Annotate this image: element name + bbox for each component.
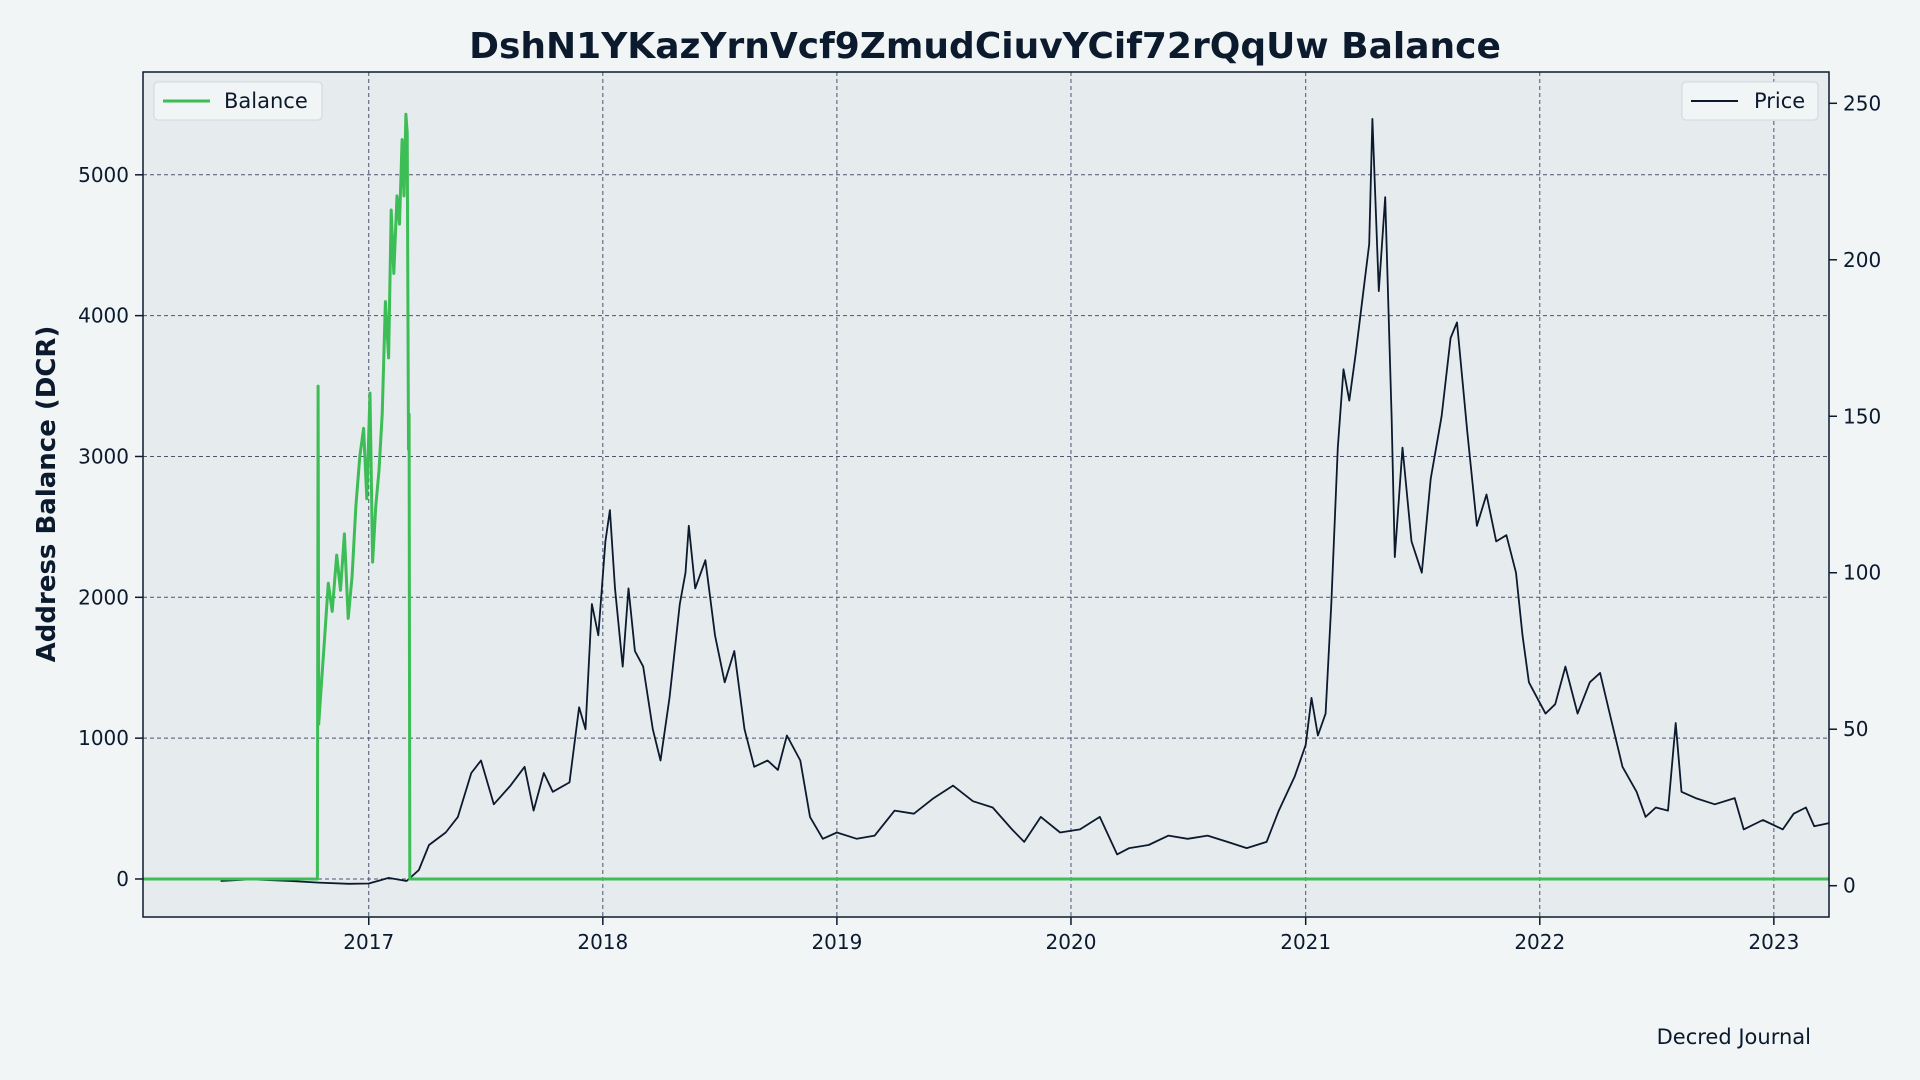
plot-background: [143, 72, 1829, 917]
y2-tick-label: 150: [1843, 404, 1881, 428]
y-tick-label: 1000: [78, 726, 129, 750]
legend-price-box: [1681, 81, 1819, 121]
x-tick-label: 2022: [1514, 930, 1565, 954]
axes: 2017 2018 2019 2020 2021 2022 2023010002000300…: [78, 91, 1881, 954]
y2-tick-label: 100: [1843, 561, 1881, 585]
legend-price-label: Price: [1754, 89, 1805, 113]
plot-frame: [142, 71, 1830, 918]
y2-tick-label: 50: [1843, 717, 1868, 741]
chart-title: DshN1YKazYrnVcf9ZmudCiuvYCif72rQqUw Bala…: [469, 26, 1501, 67]
legend-price: Price: [1681, 81, 1819, 121]
y-axis-label: Address Balance (DCR): [32, 326, 62, 663]
y-tick-label: 2000: [78, 585, 129, 609]
y2-tick-label: 200: [1843, 248, 1881, 272]
y-tick-label: 3000: [78, 444, 129, 468]
y-tick-label: 0: [116, 867, 129, 891]
legend-balance: Balance: [153, 81, 323, 121]
grid-lines: [143, 72, 1829, 917]
y-tick-label: 5000: [78, 163, 129, 187]
y-tick-label: 4000: [78, 304, 129, 328]
x-tick-label: 2019: [811, 930, 862, 954]
x-tick-label: 2023: [1748, 930, 1799, 954]
legend-balance-label: Balance: [224, 89, 308, 113]
x-tick-label: 2018: [577, 930, 628, 954]
x-tick-label: 2017: [343, 930, 394, 954]
price-series-line: [220, 118, 1830, 885]
legend-balance-box: [153, 81, 323, 121]
x-tick-label: 2020: [1046, 930, 1097, 954]
balance-series-line: [143, 112, 1829, 881]
y2-tick-label: 0: [1843, 874, 1856, 898]
x-tick-label: 2021: [1280, 930, 1331, 954]
series-lines: [143, 112, 1830, 885]
source-label: Decred Journal: [1657, 1025, 1811, 1049]
y2-tick-label: 250: [1843, 91, 1881, 115]
